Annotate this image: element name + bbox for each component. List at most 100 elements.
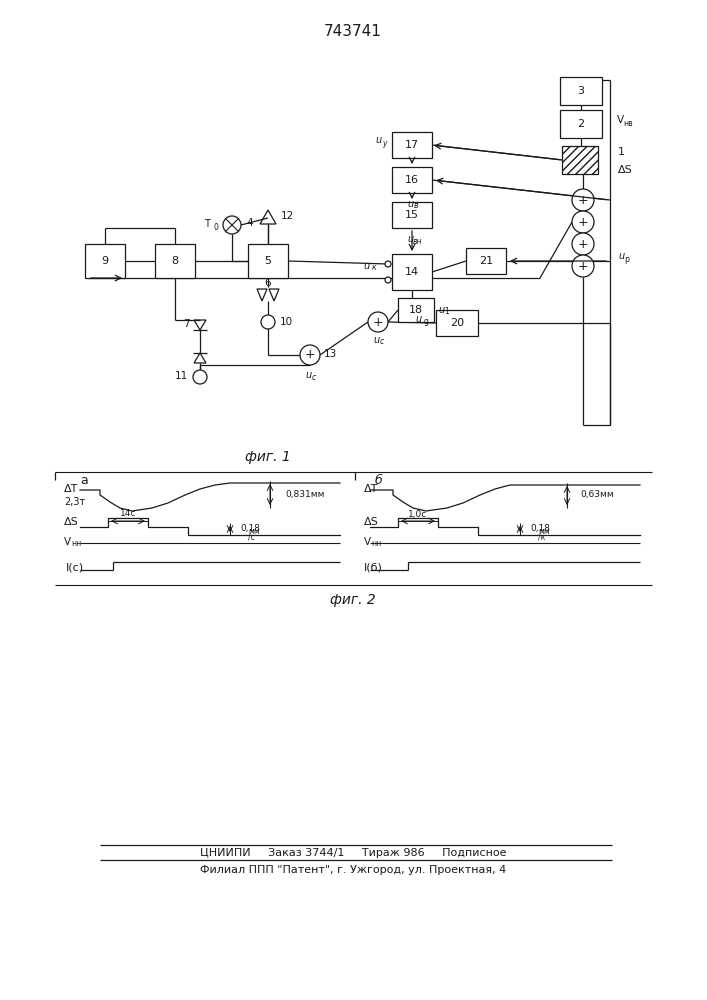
Bar bbox=[392, 132, 432, 158]
Text: ΔS: ΔS bbox=[64, 517, 78, 527]
Bar bbox=[392, 202, 432, 228]
Text: V: V bbox=[364, 537, 371, 547]
Circle shape bbox=[223, 216, 241, 234]
Text: g: g bbox=[423, 318, 428, 326]
Text: u: u bbox=[375, 135, 381, 145]
Bar bbox=[392, 167, 432, 193]
Text: u: u bbox=[407, 234, 413, 244]
Text: нв: нв bbox=[623, 118, 633, 127]
Circle shape bbox=[572, 189, 594, 211]
Text: фиг. 1: фиг. 1 bbox=[245, 450, 291, 464]
Text: 8: 8 bbox=[171, 256, 179, 266]
Text: +: + bbox=[578, 216, 588, 229]
Text: ΔS: ΔS bbox=[618, 165, 633, 175]
Text: ΔS: ΔS bbox=[364, 517, 379, 527]
Text: 20: 20 bbox=[450, 318, 464, 328]
Text: u: u bbox=[373, 335, 379, 345]
Text: фиг. 2: фиг. 2 bbox=[330, 593, 376, 607]
Text: нн: нн bbox=[371, 540, 381, 548]
Bar bbox=[466, 248, 506, 274]
Text: 11: 11 bbox=[175, 371, 188, 381]
Text: +: + bbox=[578, 194, 588, 207]
Text: р: р bbox=[624, 254, 629, 263]
Text: 14с: 14с bbox=[119, 510, 136, 518]
Text: нн: нн bbox=[71, 540, 81, 548]
Text: 16: 16 bbox=[405, 175, 419, 185]
Text: 21: 21 bbox=[479, 256, 493, 266]
Text: /с: /с bbox=[248, 532, 255, 542]
Circle shape bbox=[572, 233, 594, 255]
Text: 4: 4 bbox=[246, 218, 252, 228]
Text: с: с bbox=[380, 338, 384, 347]
Text: +: + bbox=[578, 259, 588, 272]
Text: ΔT: ΔT bbox=[64, 484, 78, 494]
Text: /к: /к bbox=[538, 532, 545, 542]
Text: вн: вн bbox=[412, 236, 422, 245]
Text: 14: 14 bbox=[405, 267, 419, 277]
Text: 9: 9 bbox=[101, 256, 109, 266]
Circle shape bbox=[385, 261, 391, 267]
Text: 3: 3 bbox=[578, 86, 585, 96]
Text: 1,0с: 1,0с bbox=[409, 510, 428, 518]
Text: 2: 2 bbox=[578, 119, 585, 129]
Text: мм: мм bbox=[538, 528, 550, 536]
Text: 13: 13 bbox=[324, 349, 337, 359]
Text: к: к bbox=[371, 263, 376, 272]
Text: мм: мм bbox=[248, 528, 259, 536]
Text: +: + bbox=[373, 316, 383, 328]
Circle shape bbox=[368, 312, 388, 332]
Text: 10: 10 bbox=[280, 317, 293, 327]
Text: ΔT: ΔT bbox=[364, 484, 378, 494]
Circle shape bbox=[572, 211, 594, 233]
Text: 7: 7 bbox=[182, 319, 189, 329]
Bar bbox=[560, 110, 602, 138]
Text: u: u bbox=[438, 305, 444, 315]
Text: 15: 15 bbox=[405, 210, 419, 220]
Text: у: у bbox=[382, 138, 386, 147]
Bar bbox=[560, 77, 602, 105]
Text: 1: 1 bbox=[444, 308, 449, 316]
Text: 1: 1 bbox=[618, 147, 625, 157]
Bar bbox=[85, 244, 125, 278]
Text: +: + bbox=[578, 237, 588, 250]
Text: Филиал ППП "Патент", г. Ужгород, ул. Проектная, 4: Филиал ППП "Патент", г. Ужгород, ул. Про… bbox=[200, 865, 506, 875]
Text: V: V bbox=[617, 115, 624, 125]
Text: u: u bbox=[305, 370, 311, 380]
Text: u: u bbox=[407, 199, 413, 209]
Text: ЦНИИПИ     Заказ 3744/1     Тираж 986     Подписное: ЦНИИПИ Заказ 3744/1 Тираж 986 Подписное bbox=[200, 848, 506, 858]
Text: u: u bbox=[618, 251, 624, 261]
Text: 0,18: 0,18 bbox=[240, 524, 260, 534]
Text: u: u bbox=[416, 314, 422, 324]
Text: 2,3т: 2,3т bbox=[64, 497, 86, 507]
Text: I(б): I(б) bbox=[364, 562, 383, 572]
Text: 12: 12 bbox=[281, 211, 294, 221]
Circle shape bbox=[261, 315, 275, 329]
Text: 18: 18 bbox=[409, 305, 423, 315]
Circle shape bbox=[300, 345, 320, 365]
Text: u: u bbox=[364, 261, 370, 271]
Text: 0,18: 0,18 bbox=[530, 524, 550, 534]
Text: 17: 17 bbox=[405, 140, 419, 150]
Bar bbox=[155, 244, 195, 278]
Text: I(с): I(с) bbox=[66, 562, 84, 572]
Text: 743741: 743741 bbox=[324, 24, 382, 39]
Bar bbox=[392, 254, 432, 290]
Bar bbox=[436, 310, 478, 336]
Text: 5: 5 bbox=[264, 256, 271, 266]
Circle shape bbox=[572, 255, 594, 277]
Text: 0,831мм: 0,831мм bbox=[285, 489, 325, 498]
Bar bbox=[562, 146, 598, 174]
Bar bbox=[248, 244, 288, 278]
Text: T: T bbox=[204, 219, 210, 229]
Text: а: а bbox=[80, 474, 88, 487]
Text: с: с bbox=[312, 372, 316, 381]
Text: 0: 0 bbox=[213, 223, 218, 232]
Text: 6: 6 bbox=[264, 278, 271, 288]
Circle shape bbox=[193, 370, 207, 384]
Bar bbox=[398, 298, 434, 322]
Text: б: б bbox=[375, 474, 382, 487]
Text: +: + bbox=[305, 349, 315, 361]
Text: в: в bbox=[414, 202, 419, 211]
Text: 0,63мм: 0,63мм bbox=[580, 490, 614, 499]
Text: V: V bbox=[64, 537, 71, 547]
